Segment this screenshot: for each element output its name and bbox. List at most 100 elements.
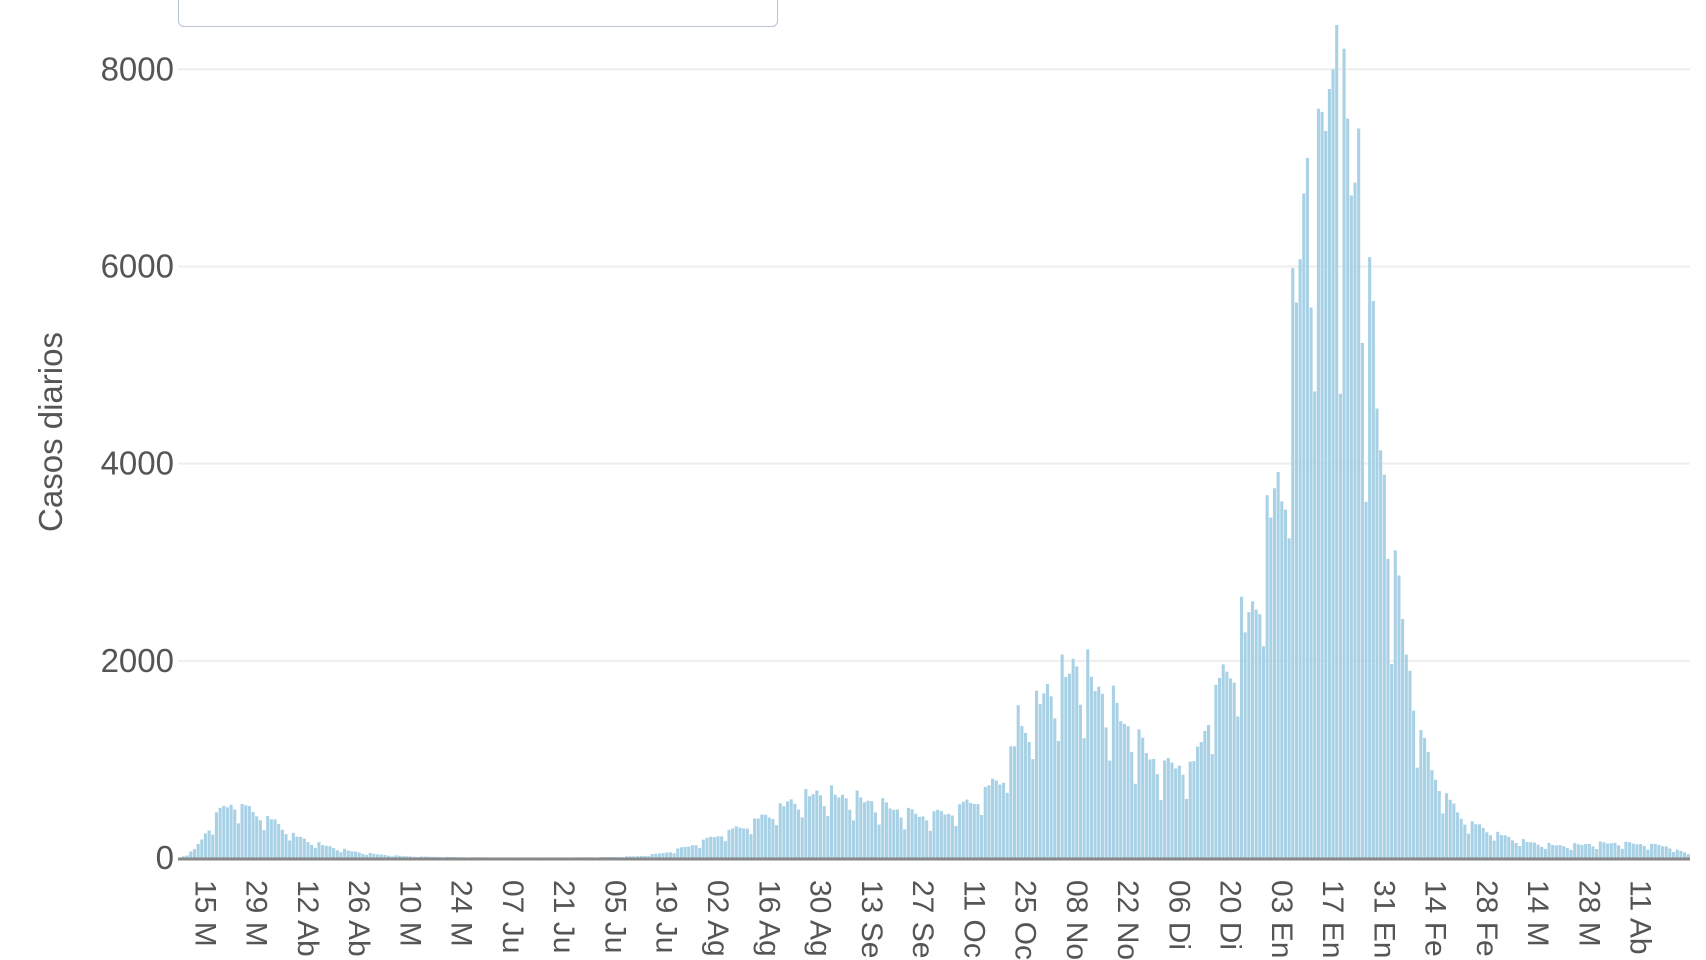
bar: [1415, 767, 1419, 858]
bar: [390, 856, 394, 858]
bar: [690, 845, 694, 858]
bar: [445, 856, 449, 858]
bar: [807, 796, 812, 858]
bar: [928, 830, 932, 858]
bar: [1543, 849, 1547, 858]
bar: [313, 847, 317, 858]
bar: [1261, 646, 1266, 858]
x-tick-label: 12 Ab: [291, 880, 324, 957]
bar: [1598, 841, 1602, 858]
x-tick-label: 08 No: [1060, 880, 1093, 960]
bar: [903, 829, 907, 858]
legend-box: [178, 0, 778, 27]
bar: [624, 856, 629, 858]
bar: [950, 815, 954, 858]
bar: [1602, 842, 1606, 858]
grid-lines: [178, 68, 1690, 662]
bar: [884, 802, 888, 858]
bar: [914, 813, 918, 858]
bar: [932, 811, 936, 858]
bar: [939, 811, 943, 858]
bar: [1587, 843, 1591, 858]
bar: [302, 838, 306, 858]
bar: [1664, 846, 1668, 858]
bar: [1368, 257, 1372, 858]
bar: [632, 856, 636, 858]
bar: [1089, 676, 1093, 858]
bar: [277, 824, 281, 858]
bar: [1331, 69, 1335, 858]
bar: [1346, 118, 1350, 859]
bar: [357, 852, 361, 858]
bar: [1499, 835, 1503, 858]
bar: [1023, 733, 1028, 858]
bar: [192, 849, 197, 858]
bar: [705, 837, 709, 858]
bar: [1657, 844, 1661, 858]
bar: [958, 804, 962, 858]
bar: [1426, 751, 1430, 858]
bar: [1514, 842, 1518, 858]
bar: [1455, 812, 1460, 858]
bar: [1236, 716, 1240, 858]
bar: [1042, 693, 1046, 858]
bar: [749, 834, 753, 858]
bar: [262, 830, 266, 858]
bar: [1221, 664, 1225, 858]
bar: [1496, 831, 1500, 858]
bar: [1122, 723, 1126, 858]
bar: [1445, 793, 1449, 858]
bar: [1064, 676, 1068, 858]
bar: [1056, 741, 1061, 858]
bar: [720, 836, 724, 858]
bar: [679, 847, 683, 858]
bar: [639, 855, 643, 858]
bar: [1009, 746, 1013, 858]
bar: [1302, 193, 1306, 858]
bar: [892, 809, 896, 858]
bar: [1280, 501, 1284, 858]
bar: [236, 823, 240, 858]
bar: [954, 826, 958, 858]
bar: [255, 816, 259, 858]
bar: [910, 809, 914, 858]
bar: [782, 806, 786, 858]
bar: [1569, 849, 1573, 858]
x-tick-label: 11 Ab: [1624, 880, 1657, 955]
bar: [1111, 685, 1115, 858]
bar: [317, 842, 321, 858]
bar: [668, 852, 672, 858]
bar: [1192, 761, 1196, 858]
bar: [1434, 779, 1438, 858]
bar: [1507, 836, 1511, 858]
bar: [672, 853, 676, 858]
bar: [917, 816, 921, 858]
bar: [1551, 845, 1555, 858]
bar: [1229, 678, 1233, 858]
bar: [786, 801, 790, 858]
x-tick-label: 05 Ju: [599, 880, 632, 953]
bar: [419, 856, 423, 858]
bar: [1283, 509, 1287, 858]
bar: [731, 828, 735, 858]
bar: [1595, 849, 1599, 858]
bar: [1086, 649, 1090, 858]
bar: [1071, 658, 1075, 858]
bar: [1338, 393, 1342, 858]
bar: [1635, 844, 1639, 858]
bar: [1060, 654, 1064, 858]
bar: [412, 856, 416, 858]
x-tick-label: 17 En: [1316, 880, 1349, 958]
bar: [1031, 759, 1035, 858]
x-tick-label: 21 Ju: [547, 880, 580, 953]
bar: [753, 818, 757, 858]
bar: [1141, 737, 1145, 858]
bar: [397, 855, 402, 858]
bar: [745, 828, 749, 858]
bar: [815, 790, 819, 858]
bar: [727, 829, 731, 858]
bar: [1492, 840, 1496, 858]
bar: [1119, 721, 1123, 858]
bar: [211, 834, 215, 858]
bar: [1617, 845, 1621, 858]
